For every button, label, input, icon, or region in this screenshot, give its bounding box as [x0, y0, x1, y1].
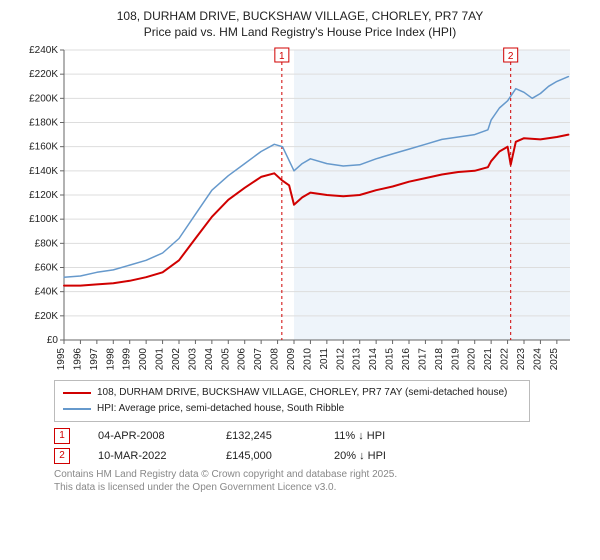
svg-text:£0: £0	[47, 335, 59, 346]
svg-text:2011: 2011	[319, 348, 330, 370]
svg-text:2001: 2001	[155, 348, 166, 371]
svg-text:£120K: £120K	[29, 190, 58, 201]
transaction-pct-2: 20% ↓ HPI	[334, 450, 434, 462]
svg-text:2017: 2017	[417, 348, 428, 371]
transaction-row-2: 2 10-MAR-2022 £145,000 20% ↓ HPI	[54, 448, 530, 464]
svg-text:2022: 2022	[500, 348, 511, 371]
svg-text:2012: 2012	[335, 348, 346, 371]
svg-text:1: 1	[279, 51, 285, 62]
svg-text:2019: 2019	[450, 348, 461, 371]
svg-text:2020: 2020	[467, 348, 478, 371]
svg-text:2008: 2008	[270, 348, 281, 371]
svg-text:2024: 2024	[532, 348, 543, 371]
chart-svg: £0 £20K £40K £60K £80K £100K £120K £140K £160K £1…	[20, 44, 580, 372]
svg-text:£60K: £60K	[35, 263, 59, 274]
legend-swatch-red	[63, 392, 91, 394]
transaction-row-1: 1 04-APR-2008 £132,245 11% ↓ HPI	[54, 428, 530, 444]
svg-text:1999: 1999	[122, 348, 133, 371]
svg-text:2025: 2025	[549, 348, 560, 371]
legend-row-hpi: HPI: Average price, semi-detached house,…	[63, 401, 521, 417]
svg-text:1997: 1997	[89, 348, 100, 371]
svg-text:2003: 2003	[187, 348, 198, 371]
svg-text:£80K: £80K	[35, 239, 59, 250]
legend-label-hpi: HPI: Average price, semi-detached house,…	[97, 401, 344, 417]
svg-text:2: 2	[508, 51, 514, 62]
legend-row-price-paid: 108, DURHAM DRIVE, BUCKSHAW VILLAGE, CHO…	[63, 385, 521, 401]
svg-text:£20K: £20K	[35, 311, 59, 322]
transaction-price-2: £145,000	[226, 450, 306, 462]
svg-text:2002: 2002	[171, 348, 182, 371]
svg-text:£140K: £140K	[29, 166, 58, 177]
svg-text:£240K: £240K	[29, 45, 58, 56]
legend-swatch-blue	[63, 408, 91, 410]
title-subtitle: Price paid vs. HM Land Registry's House …	[10, 24, 590, 40]
svg-text:£180K: £180K	[29, 118, 58, 129]
svg-text:2018: 2018	[434, 348, 445, 371]
svg-text:2009: 2009	[286, 348, 297, 371]
svg-text:1995: 1995	[56, 348, 67, 371]
svg-text:1998: 1998	[105, 348, 116, 371]
legend-label-price-paid: 108, DURHAM DRIVE, BUCKSHAW VILLAGE, CHO…	[97, 385, 507, 401]
transaction-price-1: £132,245	[226, 430, 306, 442]
transaction-date-1: 04-APR-2008	[98, 430, 198, 442]
svg-text:£40K: £40K	[35, 287, 59, 298]
svg-text:2016: 2016	[401, 348, 412, 371]
svg-text:2023: 2023	[516, 348, 527, 371]
transaction-date-2: 10-MAR-2022	[98, 450, 198, 462]
svg-text:2004: 2004	[204, 348, 215, 371]
transaction-marker-2: 2	[54, 448, 70, 464]
attribution-line2: This data is licensed under the Open Gov…	[54, 481, 590, 494]
svg-text:1996: 1996	[72, 348, 83, 371]
svg-text:2000: 2000	[138, 348, 149, 371]
chart-title: 108, DURHAM DRIVE, BUCKSHAW VILLAGE, CHO…	[10, 8, 590, 40]
svg-text:£220K: £220K	[29, 70, 58, 81]
svg-text:2015: 2015	[385, 348, 396, 371]
attribution-line1: Contains HM Land Registry data © Crown c…	[54, 468, 590, 481]
svg-text:2005: 2005	[220, 348, 231, 371]
svg-text:2007: 2007	[253, 348, 264, 371]
attribution: Contains HM Land Registry data © Crown c…	[54, 468, 590, 494]
transaction-pct-1: 11% ↓ HPI	[334, 430, 434, 442]
chart-container: 108, DURHAM DRIVE, BUCKSHAW VILLAGE, CHO…	[0, 0, 600, 560]
legend: 108, DURHAM DRIVE, BUCKSHAW VILLAGE, CHO…	[54, 380, 530, 422]
svg-text:2021: 2021	[483, 348, 494, 371]
svg-text:2013: 2013	[352, 348, 363, 371]
svg-text:2010: 2010	[302, 348, 313, 371]
title-address: 108, DURHAM DRIVE, BUCKSHAW VILLAGE, CHO…	[10, 8, 590, 24]
svg-text:£100K: £100K	[29, 215, 58, 226]
svg-text:£160K: £160K	[29, 142, 58, 153]
svg-text:2006: 2006	[237, 348, 248, 371]
transaction-rows: 1 04-APR-2008 £132,245 11% ↓ HPI 2 10-MA…	[54, 428, 530, 464]
chart-plot-area: £0 £20K £40K £60K £80K £100K £120K £140K £160K £1…	[20, 44, 580, 372]
svg-text:£200K: £200K	[29, 94, 58, 105]
svg-text:2014: 2014	[368, 348, 379, 371]
transaction-marker-1: 1	[54, 428, 70, 444]
